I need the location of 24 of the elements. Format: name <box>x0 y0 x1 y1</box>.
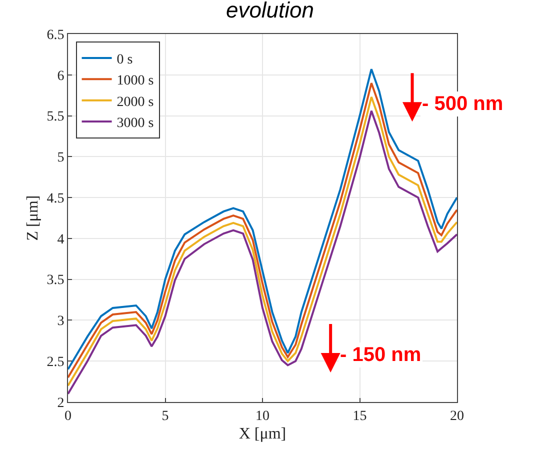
y-axis-title: Z [μm] <box>24 195 42 241</box>
annotation: - 150 nm <box>340 344 422 366</box>
annotation: - 500 nm <box>422 93 504 115</box>
y-tick-label: 2 <box>57 396 64 411</box>
x-tick-label: 10 <box>256 408 270 424</box>
x-tick-label: 0 <box>64 408 72 424</box>
y-tick-label: 4 <box>57 232 64 248</box>
y-tick-label: 6.5 <box>46 28 64 43</box>
y-tick-label: 3 <box>57 314 64 330</box>
y-tick-label: 5 <box>57 150 64 166</box>
chart-title: evolution <box>226 0 314 23</box>
x-axis-title: X [μm] <box>238 426 286 442</box>
y-tick-label: 4.5 <box>46 191 64 206</box>
y-tick-label: 3.5 <box>46 273 64 288</box>
legend-label: 2000 s <box>116 94 154 110</box>
legend-label: 0 s <box>116 52 133 68</box>
y-tick-label: 5.5 <box>46 110 64 125</box>
y-tick-label: 2.5 <box>46 355 64 370</box>
x-tick-label: 15 <box>352 408 367 424</box>
legend-label: 1000 s <box>116 74 154 89</box>
x-tick-label: 5 <box>162 408 169 424</box>
x-tick-label: 20 <box>450 408 464 424</box>
y-tick-label: 6 <box>57 68 64 84</box>
legend-label: 3000 s <box>116 116 154 132</box>
